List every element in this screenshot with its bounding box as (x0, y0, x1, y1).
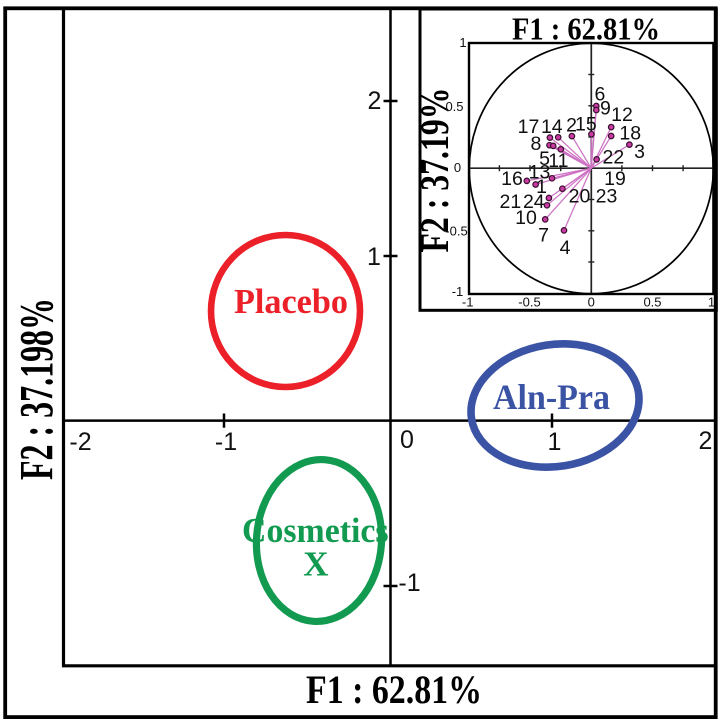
svg-text:Aln-Pra: Aln-Pra (493, 377, 610, 417)
svg-text:-1: -1 (452, 284, 464, 299)
svg-text:2: 2 (566, 115, 577, 137)
svg-text:2: 2 (368, 87, 382, 115)
svg-text:13: 13 (529, 161, 551, 183)
svg-text:F2 : 37.19%: F2 : 37.19% (412, 88, 457, 253)
svg-text:X: X (303, 545, 328, 584)
svg-text:Cosmetics: Cosmetics (242, 511, 389, 550)
svg-text:-0.5: -0.5 (445, 224, 467, 239)
svg-text:1: 1 (459, 35, 466, 50)
svg-text:0.5: 0.5 (643, 295, 661, 310)
svg-text:10: 10 (515, 207, 537, 229)
svg-text:24: 24 (523, 191, 545, 213)
svg-text:-2: -2 (69, 428, 91, 456)
svg-text:2: 2 (699, 427, 713, 455)
svg-text:F1 : 62.81%: F1 : 62.81% (306, 667, 482, 712)
svg-text:17: 17 (518, 116, 540, 138)
svg-text:0.5: 0.5 (445, 99, 463, 114)
svg-text:0: 0 (400, 426, 414, 454)
svg-text:3: 3 (634, 141, 645, 163)
svg-text:7: 7 (538, 224, 549, 246)
svg-text:-0.5: -0.5 (518, 295, 540, 310)
svg-text:0: 0 (454, 160, 461, 175)
svg-text:22: 22 (603, 147, 625, 169)
svg-text:18: 18 (619, 122, 641, 144)
svg-text:19: 19 (604, 168, 626, 190)
svg-text:15: 15 (575, 113, 597, 135)
svg-text:21: 21 (500, 191, 522, 213)
svg-text:F2 : 37.198%: F2 : 37.198% (10, 298, 63, 480)
svg-text:11: 11 (548, 150, 568, 172)
svg-text:1: 1 (536, 176, 547, 198)
svg-text:5: 5 (539, 148, 550, 170)
svg-text:Placebo: Placebo (234, 282, 348, 321)
svg-text:14: 14 (541, 116, 563, 138)
svg-text:1: 1 (708, 295, 715, 310)
svg-text:4: 4 (560, 237, 571, 259)
svg-text:-1: -1 (462, 295, 474, 310)
svg-text:1: 1 (548, 428, 562, 456)
svg-text:-1: -1 (215, 428, 237, 456)
svg-text:16: 16 (501, 168, 523, 190)
svg-text:9: 9 (600, 97, 611, 119)
svg-text:23: 23 (596, 185, 618, 207)
svg-text:-1: -1 (398, 569, 420, 597)
svg-text:20: 20 (569, 185, 591, 207)
svg-text:8: 8 (530, 133, 541, 155)
svg-text:1: 1 (367, 243, 381, 271)
svg-text:12: 12 (611, 104, 633, 126)
svg-text:6: 6 (594, 84, 605, 106)
svg-text:0: 0 (588, 295, 595, 310)
svg-text:F1 : 62.81%: F1 : 62.81% (512, 11, 660, 47)
